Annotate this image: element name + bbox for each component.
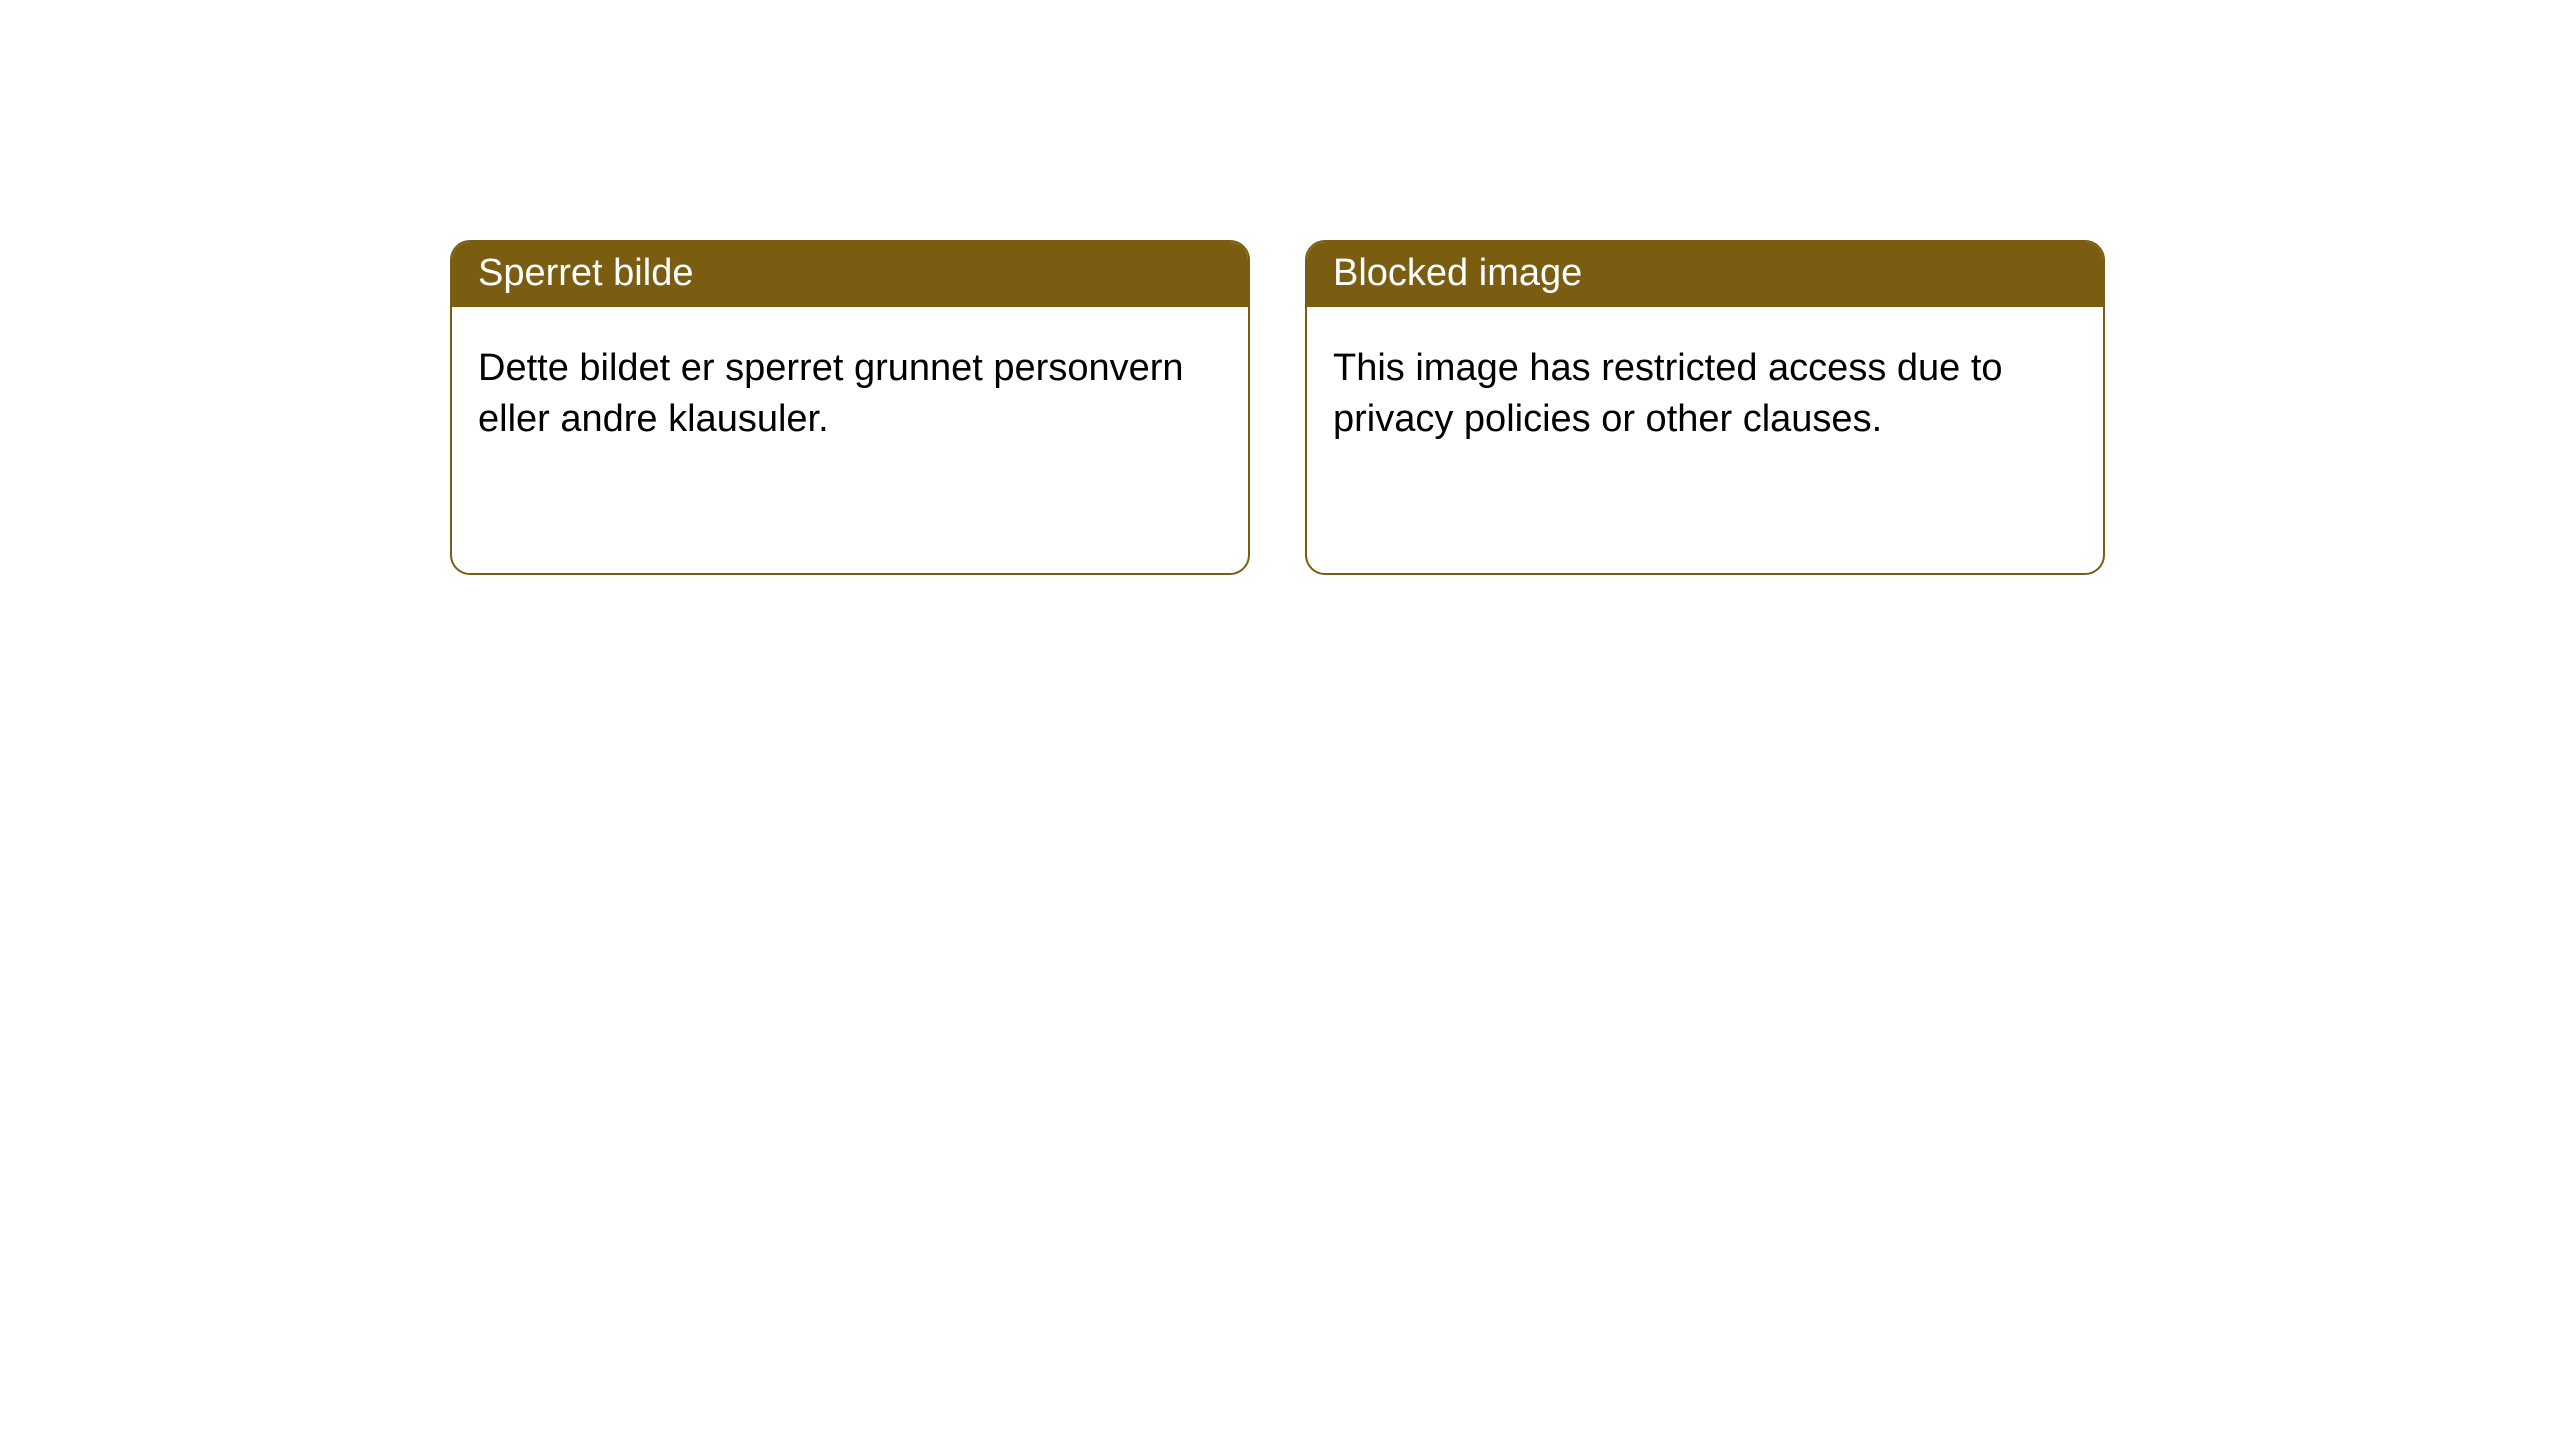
notice-body: Dette bildet er sperret grunnet personve…: [452, 307, 1248, 481]
notice-title: Sperret bilde: [478, 252, 693, 294]
notice-header: Blocked image: [1307, 242, 2103, 307]
notice-title: Blocked image: [1333, 252, 1582, 294]
notice-body: This image has restricted access due to …: [1307, 307, 2103, 481]
notice-card-norwegian: Sperret bilde Dette bildet er sperret gr…: [450, 240, 1250, 575]
notice-message: This image has restricted access due to …: [1333, 347, 2003, 440]
notice-message: Dette bildet er sperret grunnet personve…: [478, 347, 1184, 440]
notice-header: Sperret bilde: [452, 242, 1248, 307]
notice-card-english: Blocked image This image has restricted …: [1305, 240, 2105, 575]
notice-container: Sperret bilde Dette bildet er sperret gr…: [450, 240, 2105, 575]
